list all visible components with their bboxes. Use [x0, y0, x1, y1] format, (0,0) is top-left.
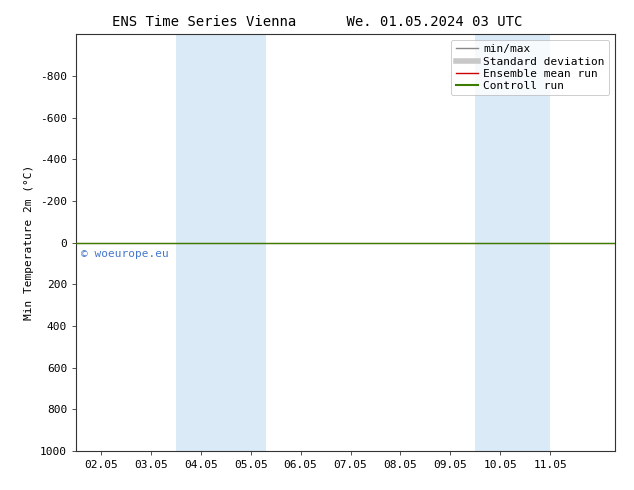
Legend: min/max, Standard deviation, Ensemble mean run, Controll run: min/max, Standard deviation, Ensemble me… [451, 40, 609, 96]
Text: ENS Time Series Vienna      We. 01.05.2024 03 UTC: ENS Time Series Vienna We. 01.05.2024 03… [112, 15, 522, 29]
Bar [176, 34, 266, 451]
Text: © woeurope.eu: © woeurope.eu [81, 249, 169, 259]
Bar [476, 34, 550, 451]
Y-axis label: Min Temperature 2m (°C): Min Temperature 2m (°C) [25, 165, 34, 320]
